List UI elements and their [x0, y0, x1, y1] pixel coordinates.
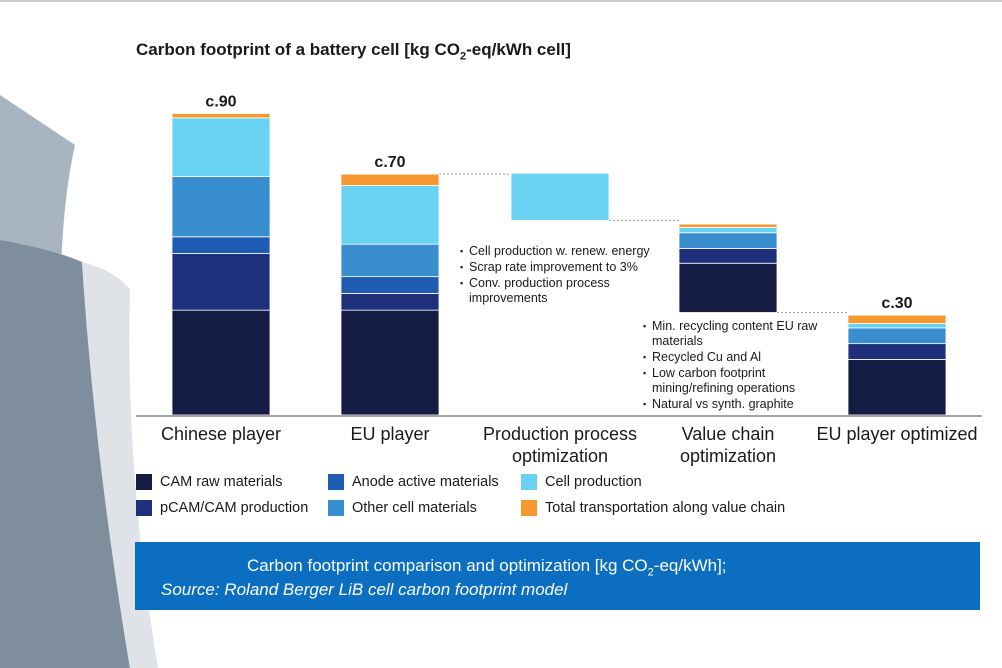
caption-box: Carbon footprint comparison and optimiza…: [135, 542, 980, 610]
note-item: Min. recycling content EU raw materials: [643, 319, 818, 349]
bar-eu-player-cam-raw-materials: [340, 309, 440, 416]
legend-swatch: [136, 500, 152, 516]
total-label-eu-player: c.70: [374, 154, 405, 171]
bar-value-chain-optimization-total-transportation-along-value-chain: [678, 223, 778, 228]
bar-value-chain-optimization-other-cell-materials: [678, 232, 778, 249]
note-item: Cell production w. renew. energy: [460, 244, 660, 259]
bar-value-chain-optimization-cam-raw-materials: [678, 262, 778, 313]
legend-label: CAM raw materials: [160, 474, 283, 490]
legend-item-cell-production: Cell production: [521, 474, 642, 490]
note-item: Scrap rate improvement to 3%: [460, 260, 660, 275]
legend-label: pCAM/CAM production: [160, 500, 309, 516]
legend-label: Anode active materials: [352, 474, 499, 490]
caption-title: Carbon footprint comparison and optimiza…: [247, 556, 727, 579]
chart-title: Carbon footprint of a battery cell [kg C…: [136, 40, 571, 63]
bar-eu-player-pcam-cam-production: [340, 292, 440, 311]
note-item: Conv. production process improvements: [460, 276, 660, 306]
legend-item-anode-active-materials: Anode active materials: [328, 474, 499, 490]
legend-swatch: [521, 474, 537, 490]
bar-chinese-player-pcam-cam-production: [171, 253, 271, 311]
legend-swatch: [328, 474, 344, 490]
category-label-eu-player: EU player: [350, 424, 429, 444]
legend-label: Other cell materials: [352, 500, 477, 516]
production-optimization-notes: Cell production w. renew. energyScrap ra…: [460, 244, 660, 307]
legend-item-cam-raw-materials: CAM raw materials: [136, 474, 282, 490]
category-label-value-chain-optimization-line2: optimization: [680, 446, 776, 466]
top-rule: [0, 0, 1002, 2]
category-label-production-process-optimization-line2: optimization: [512, 446, 608, 466]
total-label-chinese-player: c.90: [205, 94, 236, 111]
bar-eu-player-optimized-cam-raw-materials: [847, 358, 947, 416]
legend-item-other-cell-materials: Other cell materials: [328, 500, 477, 516]
bar-eu-player-optimized-pcam-cam-production: [847, 343, 947, 360]
bar-chinese-player-cell-production: [171, 117, 271, 177]
legend-item-pcam-cam-production: pCAM/CAM production: [136, 500, 308, 516]
bar-eu-player-total-transportation-along-value-chain: [340, 173, 440, 186]
bar-value-chain-optimization-cell-production: [678, 226, 778, 234]
legend-swatch: [328, 500, 344, 516]
legend-swatch: [136, 474, 152, 490]
note-item: Natural vs synth. graphite: [643, 397, 818, 412]
category-labels: Chinese player EU player Production proces…: [161, 424, 978, 466]
value-chain-optimization-notes: Min. recycling content EU raw materialsR…: [643, 319, 818, 413]
legend-item-total-transportation-along-value-chain: Total transportation along value chain: [521, 500, 785, 516]
legend: CAM raw materials pCAM/CAM production Anod…: [136, 474, 836, 524]
bar-chinese-player-anode-active-materials: [171, 236, 271, 254]
caption-source: Source: Roland Berger LiB cell carbon fo…: [161, 580, 568, 599]
bar-eu-player-cell-production: [340, 185, 440, 245]
bar-eu-player-optimized-total-transportation-along-value-chain: [847, 314, 947, 324]
bar-chinese-player-cam-raw-materials: [171, 309, 271, 416]
category-label-eu-player-optimized: EU player optimized: [816, 424, 977, 444]
total-label-eu-player-optimized: c.30: [881, 295, 912, 312]
note-item: Recycled Cu and Al: [643, 350, 818, 365]
bar-eu-player-optimized-cell-production: [847, 323, 947, 329]
legend-swatch: [521, 500, 537, 516]
category-label-chinese-player: Chinese player: [161, 424, 281, 444]
connectors: [439, 173, 848, 313]
bar-value-chain-optimization-pcam-cam-production: [678, 248, 778, 264]
bar-chinese-player-total-transportation-along-value-chain: [171, 113, 271, 119]
category-label-value-chain-optimization-line1: Value chain: [682, 424, 775, 444]
bar-eu-player-other-cell-materials: [340, 243, 440, 278]
bar-chinese-player-other-cell-materials: [171, 176, 271, 238]
legend-label: Cell production: [545, 474, 642, 490]
legend-label: Total transportation along value chain: [545, 500, 786, 516]
bar-production-process-optimization-cell-production: [510, 172, 610, 221]
bars: c.90 c.70 c.30: [171, 94, 947, 416]
bar-eu-player-anode-active-materials: [340, 276, 440, 294]
category-label-production-process-optimization-line1: Production process: [483, 424, 637, 444]
note-item: Low carbon footprint mining/refining ope…: [643, 366, 818, 396]
bar-eu-player-optimized-other-cell-materials: [847, 327, 947, 345]
